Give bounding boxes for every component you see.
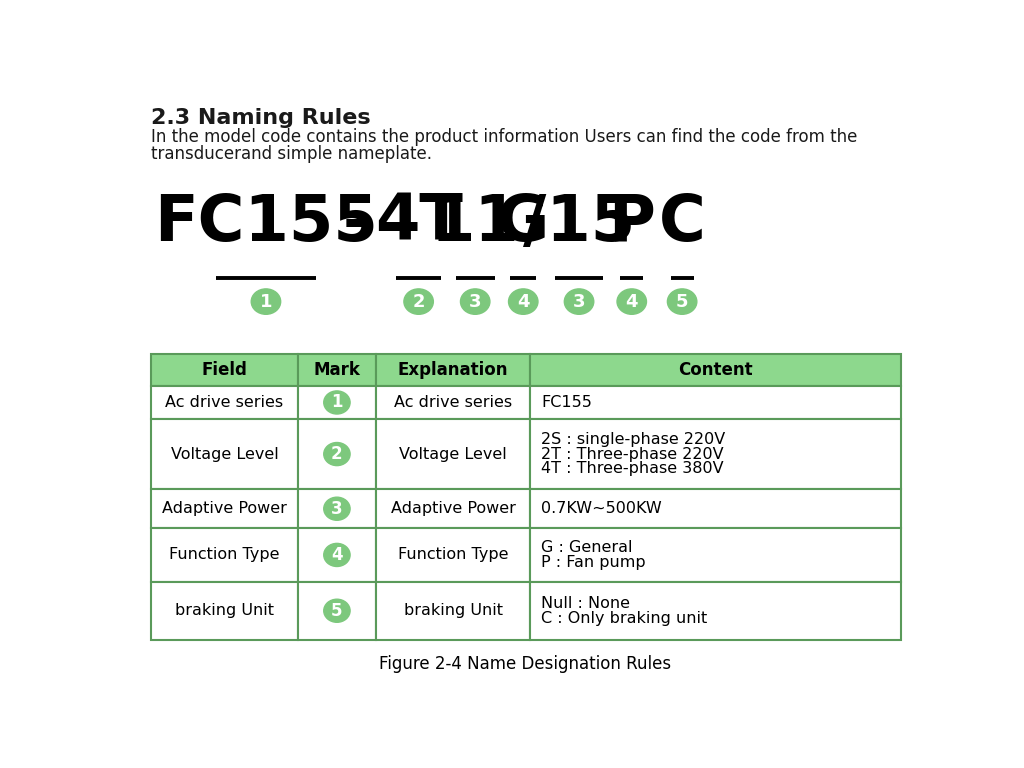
Ellipse shape (617, 289, 646, 314)
FancyBboxPatch shape (298, 582, 376, 640)
Ellipse shape (324, 497, 350, 520)
FancyBboxPatch shape (152, 419, 298, 489)
FancyBboxPatch shape (298, 489, 376, 528)
Ellipse shape (509, 289, 538, 314)
Text: C: C (658, 192, 706, 253)
Ellipse shape (668, 289, 697, 314)
Text: –: – (343, 192, 375, 253)
Text: Function Type: Function Type (169, 548, 280, 562)
Text: Adaptive Power: Adaptive Power (391, 502, 516, 516)
Text: Null : None: Null : None (541, 596, 630, 611)
Text: 3: 3 (331, 500, 343, 518)
FancyBboxPatch shape (152, 489, 298, 528)
Text: 4: 4 (331, 546, 343, 564)
Text: C : Only braking unit: C : Only braking unit (541, 611, 708, 626)
FancyBboxPatch shape (152, 386, 298, 419)
Text: /15: /15 (523, 192, 635, 253)
Text: 5: 5 (676, 293, 688, 310)
Text: 3: 3 (469, 293, 481, 310)
Ellipse shape (564, 289, 594, 314)
FancyBboxPatch shape (152, 354, 298, 386)
Text: 0.7KW~500KW: 0.7KW~500KW (541, 502, 662, 516)
Ellipse shape (251, 289, 281, 314)
FancyBboxPatch shape (530, 528, 901, 582)
Ellipse shape (461, 289, 489, 314)
Text: braking Unit: braking Unit (403, 603, 503, 618)
Text: G: G (497, 192, 550, 253)
FancyBboxPatch shape (376, 354, 530, 386)
Text: Voltage Level: Voltage Level (399, 446, 507, 462)
FancyBboxPatch shape (376, 489, 530, 528)
Text: G : General: G : General (541, 540, 633, 555)
FancyBboxPatch shape (152, 528, 298, 582)
Text: Explanation: Explanation (398, 361, 509, 379)
Text: 4: 4 (517, 293, 529, 310)
FancyBboxPatch shape (376, 386, 530, 419)
FancyBboxPatch shape (530, 386, 901, 419)
Text: In the model code contains the product information Users can find the code from : In the model code contains the product i… (152, 127, 858, 146)
FancyBboxPatch shape (298, 354, 376, 386)
Text: 2: 2 (413, 293, 425, 310)
Text: P : Fan pump: P : Fan pump (541, 554, 645, 570)
Text: FC155: FC155 (541, 395, 592, 410)
Text: 1: 1 (260, 293, 272, 310)
Text: braking Unit: braking Unit (175, 603, 273, 618)
Ellipse shape (403, 289, 433, 314)
Text: Ac drive series: Ac drive series (394, 395, 512, 410)
Text: 2S : single-phase 220V: 2S : single-phase 220V (541, 432, 725, 447)
Text: 4T: 4T (375, 192, 463, 253)
Text: 4: 4 (626, 293, 638, 310)
FancyBboxPatch shape (530, 419, 901, 489)
Text: Content: Content (679, 361, 753, 379)
FancyBboxPatch shape (376, 528, 530, 582)
FancyBboxPatch shape (298, 386, 376, 419)
Ellipse shape (324, 544, 350, 567)
Text: Voltage Level: Voltage Level (171, 446, 279, 462)
FancyBboxPatch shape (376, 582, 530, 640)
Text: transducerand simple nameplate.: transducerand simple nameplate. (152, 144, 432, 163)
Text: FC155: FC155 (154, 192, 378, 253)
Text: 11: 11 (431, 192, 519, 253)
Text: P: P (608, 192, 655, 253)
FancyBboxPatch shape (298, 528, 376, 582)
Text: Mark: Mark (313, 361, 360, 379)
Text: 4T : Three-phase 380V: 4T : Three-phase 380V (541, 462, 724, 476)
Text: 3: 3 (572, 293, 586, 310)
FancyBboxPatch shape (152, 582, 298, 640)
Ellipse shape (324, 391, 350, 414)
Text: Function Type: Function Type (398, 548, 509, 562)
Text: 1: 1 (331, 393, 343, 412)
FancyBboxPatch shape (298, 419, 376, 489)
Text: 5: 5 (331, 602, 343, 620)
Text: Ac drive series: Ac drive series (165, 395, 284, 410)
FancyBboxPatch shape (530, 582, 901, 640)
FancyBboxPatch shape (530, 489, 901, 528)
Text: Figure 2-4 Name Designation Rules: Figure 2-4 Name Designation Rules (379, 655, 671, 673)
Ellipse shape (324, 599, 350, 622)
FancyBboxPatch shape (530, 354, 901, 386)
Ellipse shape (324, 442, 350, 465)
Text: 2: 2 (331, 445, 343, 463)
Text: 2T : Three-phase 220V: 2T : Three-phase 220V (541, 446, 724, 462)
Text: Field: Field (202, 361, 248, 379)
FancyBboxPatch shape (376, 419, 530, 489)
Text: 2.3 Naming Rules: 2.3 Naming Rules (152, 108, 371, 127)
Text: Adaptive Power: Adaptive Power (162, 502, 287, 516)
